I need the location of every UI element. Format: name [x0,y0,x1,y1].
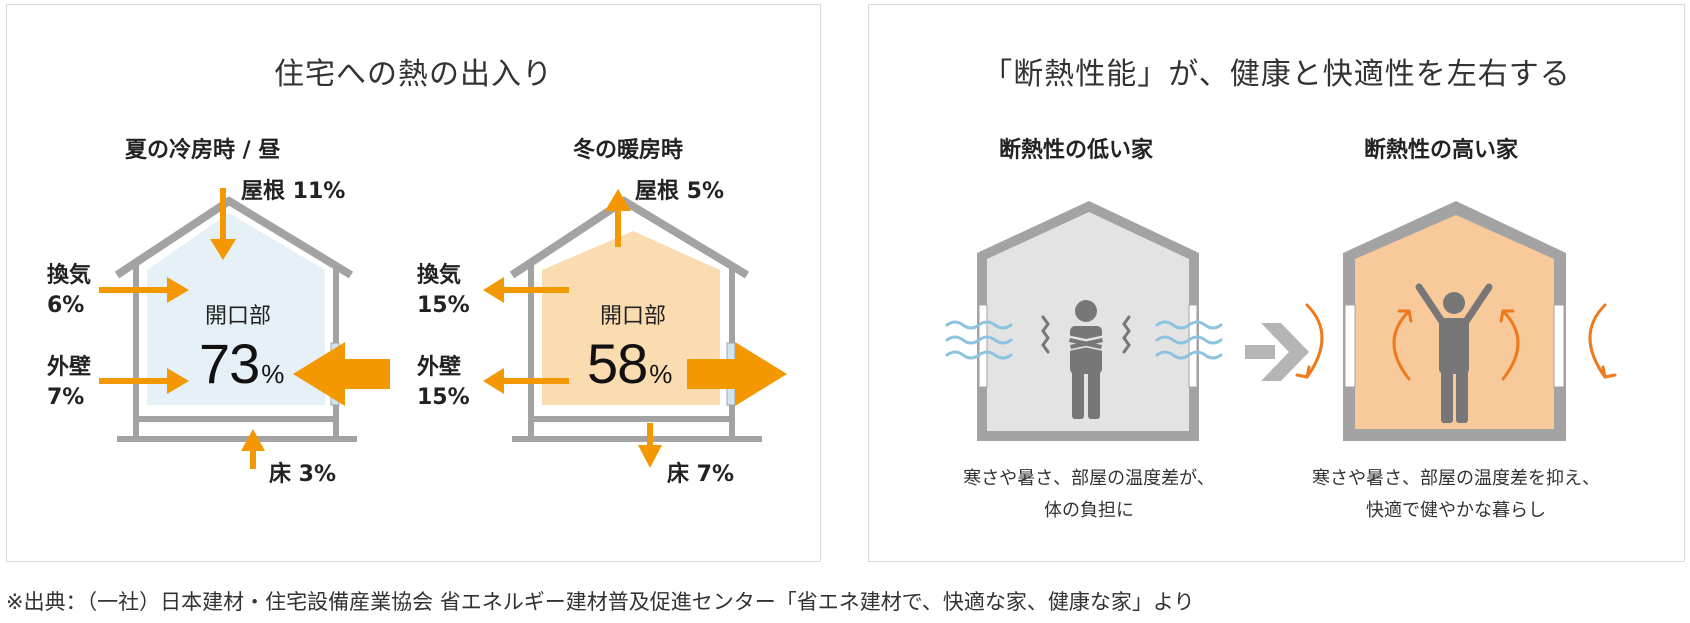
summer-heading: 夏の冷房時 / 昼 [125,138,281,163]
wind-lines-icon [945,320,1013,360]
winter-opening-percent: 58% [587,332,673,395]
high-insulation-caption-line1: 寒さや暑さ、部屋の温度差を抑え、 [1312,468,1600,489]
summer-wall-value: 7% [47,385,85,410]
summer-roof-arrow [210,188,236,260]
winter-wall-arrow [483,368,569,394]
winter-house-diagram [483,189,787,468]
winter-heading: 冬の暖房時 [573,138,684,163]
winter-vent-value: 15% [417,293,470,318]
summer-house-diagram [99,188,390,469]
shiver-lines-icon [1041,315,1131,354]
summer-wall-label: 外壁 [47,355,92,380]
summer-house-roof [114,196,354,279]
person-shivering-icon [1065,300,1107,419]
winter-vent-label: 換気 [417,263,462,288]
insulation-panel: 「断熱性能」が、健康と快適性を左右する 断熱性の低い家 断熱性の高い家 [868,4,1685,562]
heat-flow-panel: 住宅への熱の出入り 夏の冷房時 / 昼 [6,4,821,562]
winter-wall-value: 15% [417,385,470,410]
person-arms-raised-icon [1415,283,1493,423]
winter-vent-arrow [483,277,569,303]
summer-opening-percent: 73% [199,332,285,395]
high-insulation-heading: 断熱性の高い家 [1364,138,1519,163]
summer-vent-value: 6% [47,293,85,318]
high-insulation-caption-line2: 快適で健やかな暮らし [1366,500,1546,521]
wind-lines-icon [1155,320,1223,360]
summer-house-interior [147,213,325,405]
summer-floor-arrow [241,429,265,469]
summer-opening-arrow [293,342,390,406]
heat-flow-title: 住宅への熱の出入り [274,57,553,92]
low-insulation-caption-line1: 寒さや暑さ、部屋の温度差が、 [963,468,1215,489]
summer-opening-label: 開口部 [205,304,272,329]
summer-floor-label: 床 3% [269,462,337,487]
summer-vent-label: 換気 [47,263,92,288]
winter-roof-arrow [605,189,631,247]
low-insulation-caption-line2: 体の負担に [1044,500,1134,521]
low-insulation-heading: 断熱性の低い家 [999,138,1154,163]
winter-floor-arrow [638,423,662,468]
winter-floor-label: 床 7% [667,462,735,487]
winter-wall-label: 外壁 [417,355,462,380]
air-circulation-icon [1295,303,1617,381]
insulation-title: 「断熱性能」が、健康と快適性を左右する [982,57,1571,92]
winter-house-interior [542,231,720,405]
winter-opening-label: 開口部 [600,304,667,329]
winter-roof-label: 屋根 5% [635,179,725,204]
summer-vent-arrow [99,277,189,303]
source-footnote: ※出典：（一社）日本建材・住宅設備産業協会 省エネルギー建材普及促進センター「省… [6,590,1195,614]
summer-wall-arrow [99,368,189,394]
summer-roof-label: 屋根 11% [241,179,346,204]
insulation-comparison-diagram [945,201,1617,441]
chevron-right-icon [1245,323,1309,381]
winter-opening-arrow [687,342,787,406]
